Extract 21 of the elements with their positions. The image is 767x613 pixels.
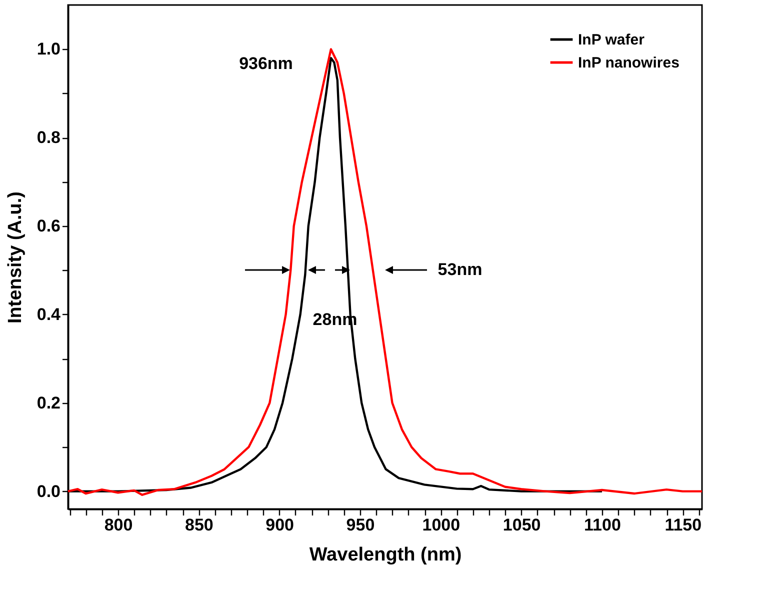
legend-label: InP nanowires	[578, 54, 680, 72]
x-tick-label: 1100	[584, 516, 621, 534]
x-tick-label: 850	[184, 516, 214, 534]
legend-label: InP wafer	[578, 32, 645, 48]
x-tick-label: 1150	[664, 516, 702, 534]
x-tick-label: 1050	[502, 516, 541, 534]
y-tick-label: 0.8	[36, 128, 60, 148]
x-tick-label: 1000	[422, 516, 460, 534]
annotation: 936nm	[239, 54, 293, 73]
x-tick-label: 900	[266, 516, 294, 534]
y-tick-label: 0.4	[36, 304, 62, 324]
x-axis-title: Wavelength (nm)	[309, 544, 462, 566]
y-axis-title: Intensity (A.u.)	[4, 192, 26, 324]
x-tick-label: 800	[104, 516, 133, 534]
x-tick-label: 950	[346, 516, 375, 534]
y-tick-label: 0.6	[36, 216, 60, 236]
line-series	[66, 48, 704, 496]
y-tick-label: 0.0	[36, 482, 60, 501]
y-tick-label: 0.2	[36, 393, 60, 412]
annotation: 53nm	[438, 260, 482, 279]
y-tick-label: 1.0	[36, 40, 60, 59]
